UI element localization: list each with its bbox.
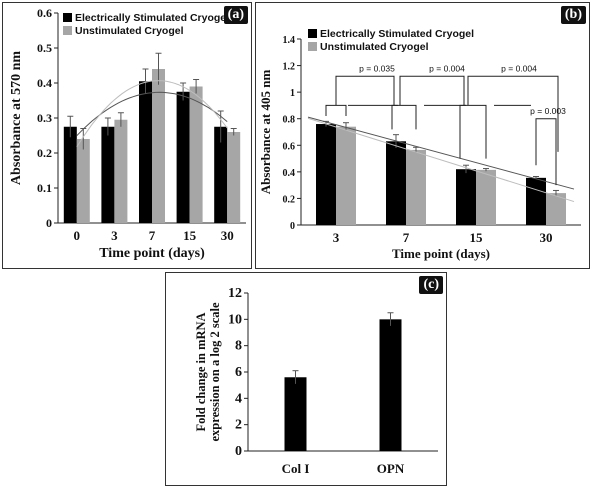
significance-bracket [467, 75, 559, 152]
legend-label-2: Unstimulated Cryogel [320, 41, 429, 53]
chart-b-svg: 0 0.2 0.4 0.6 0.8 1 1.2 1.4 3 7 15 30 Time point (da… [258, 28, 581, 261]
panel-label-c: (c) [419, 276, 443, 294]
bar-series-1 [526, 177, 546, 225]
x-axis-title: Time point (days) [99, 246, 205, 261]
significance-bracket [391, 104, 417, 130]
bar-series-1 [63, 126, 77, 223]
legend-swatch-2 [63, 26, 72, 35]
x-tick-label: 15 [183, 228, 197, 243]
bar-series-2 [152, 69, 165, 223]
y-tick-label: 0.6 [37, 6, 52, 20]
y-tick-label: 0 [46, 216, 52, 230]
y-tick-label: 2 [235, 418, 242, 433]
x-tick-label: 0 [74, 228, 81, 243]
bar-series-1 [316, 124, 336, 225]
panel-label-b: (b) [560, 6, 586, 24]
x-tick-label: 3 [333, 230, 340, 245]
bar-series-2 [476, 169, 496, 225]
legend-swatch-1 [308, 29, 317, 38]
legend-label-1: Electrically Stimulated Cryogel [320, 28, 474, 40]
bar-series-1 [284, 377, 307, 451]
y-tick-label: 0 [235, 444, 242, 459]
bar-series-2 [114, 119, 128, 223]
y-tick-label: 6 [235, 365, 242, 380]
trendline-series-2 [76, 80, 228, 148]
bar-series-2 [406, 149, 426, 225]
x-tick-label: 3 [111, 228, 118, 243]
bar-series-2 [546, 193, 566, 225]
bar-series-2 [336, 126, 356, 225]
p-value-label: p = 0.004 [501, 64, 537, 74]
y-tick-label: 0.1 [37, 181, 52, 195]
bar-series-2 [189, 86, 203, 223]
y-tick-label: 10 [228, 312, 242, 327]
trendline-series-1 [307, 116, 575, 190]
bar-series-1 [139, 81, 152, 223]
chart-panel-b: 0 0.2 0.4 0.6 0.8 1 1.2 1.4 3 7 15 30 Time point (da… [255, 2, 590, 269]
significance-bracket [535, 118, 557, 186]
chart-c-svg: 0 2 4 6 8 10 12 Col I OPN Fold change in mRNAexpr… [194, 286, 438, 476]
p-value-label: p = 0.003 [530, 106, 566, 116]
x-tick-label: OPN [377, 461, 405, 476]
y-tick-label: 0.4 [283, 168, 296, 179]
bar-series-1 [386, 141, 406, 225]
significance-bracket [335, 75, 395, 106]
y-axis-title: Fold change in mRNAexpression on a log 2… [194, 302, 222, 441]
bar-series-2 [76, 139, 90, 223]
y-tick-label: 4 [235, 391, 242, 406]
x-tick-label: Col I [282, 461, 310, 476]
y-tick-label: 0.5 [37, 41, 52, 55]
legend-label-1: Electrically Stimulated Cryogel [75, 12, 229, 24]
x-tick-label: 7 [149, 228, 156, 243]
legend-swatch-2 [308, 42, 317, 51]
x-axis-title: Time point (days) [392, 246, 490, 261]
y-tick-label: 1 [290, 88, 295, 99]
significance-bracket [325, 104, 347, 117]
p-value-label: p = 0.035 [359, 64, 395, 74]
y-axis-title: Absorbance at 405 nm [258, 70, 273, 195]
significance-bracket [459, 104, 487, 159]
x-tick-label: 30 [540, 230, 553, 245]
bar-series-1 [456, 169, 476, 225]
bar-series-1 [176, 91, 190, 223]
legend-swatch-1 [63, 13, 72, 22]
y-tick-label: 0.2 [37, 146, 52, 160]
bar-series-1 [214, 126, 228, 223]
y-tick-label: 1.2 [283, 62, 296, 73]
x-tick-label: 7 [403, 230, 410, 245]
bar-series-2 [227, 132, 241, 223]
legend-label-2: Unstimulated Cryogel [75, 25, 184, 37]
significance-bracket [399, 75, 465, 106]
x-tick-label: 30 [221, 228, 234, 243]
bar-series-1 [101, 126, 115, 223]
y-tick-label: 0.6 [283, 141, 296, 152]
p-value-label: p = 0.004 [429, 64, 465, 74]
y-tick-label: 0.4 [37, 76, 52, 90]
y-tick-label: 0.8 [283, 115, 296, 126]
y-tick-label: 12 [228, 286, 242, 301]
y-tick-label: 0.3 [37, 111, 52, 125]
trendline-series-2 [307, 117, 575, 203]
panel-label-a: (a) [223, 6, 248, 24]
y-axis-title: Absorbance at 570 nm [9, 51, 24, 186]
trendline-series-1 [76, 91, 228, 136]
chart-a-svg: 0 0.1 0.2 0.3 0.4 0.5 0.6 0 3 7 15 30 Time point (da… [9, 6, 246, 261]
chart-panel-c: 0 2 4 6 8 10 12 Col I OPN Fold change in mRNAexpr… [165, 272, 447, 486]
y-tick-label: 0 [290, 221, 295, 232]
bar-series-1 [379, 319, 402, 451]
y-tick-label: 8 [235, 339, 242, 354]
y-tick-label: 1.4 [283, 35, 296, 46]
y-axis-title-line-1: Fold change in mRNA [194, 312, 208, 431]
y-tick-label: 0.2 [283, 194, 296, 205]
x-tick-label: 15 [470, 230, 484, 245]
chart-panel-a: 0 0.1 0.2 0.3 0.4 0.5 0.6 0 3 7 15 30 Time point (da… [2, 2, 252, 269]
y-axis-title-line-2: expression on a log 2 scale [208, 302, 222, 441]
